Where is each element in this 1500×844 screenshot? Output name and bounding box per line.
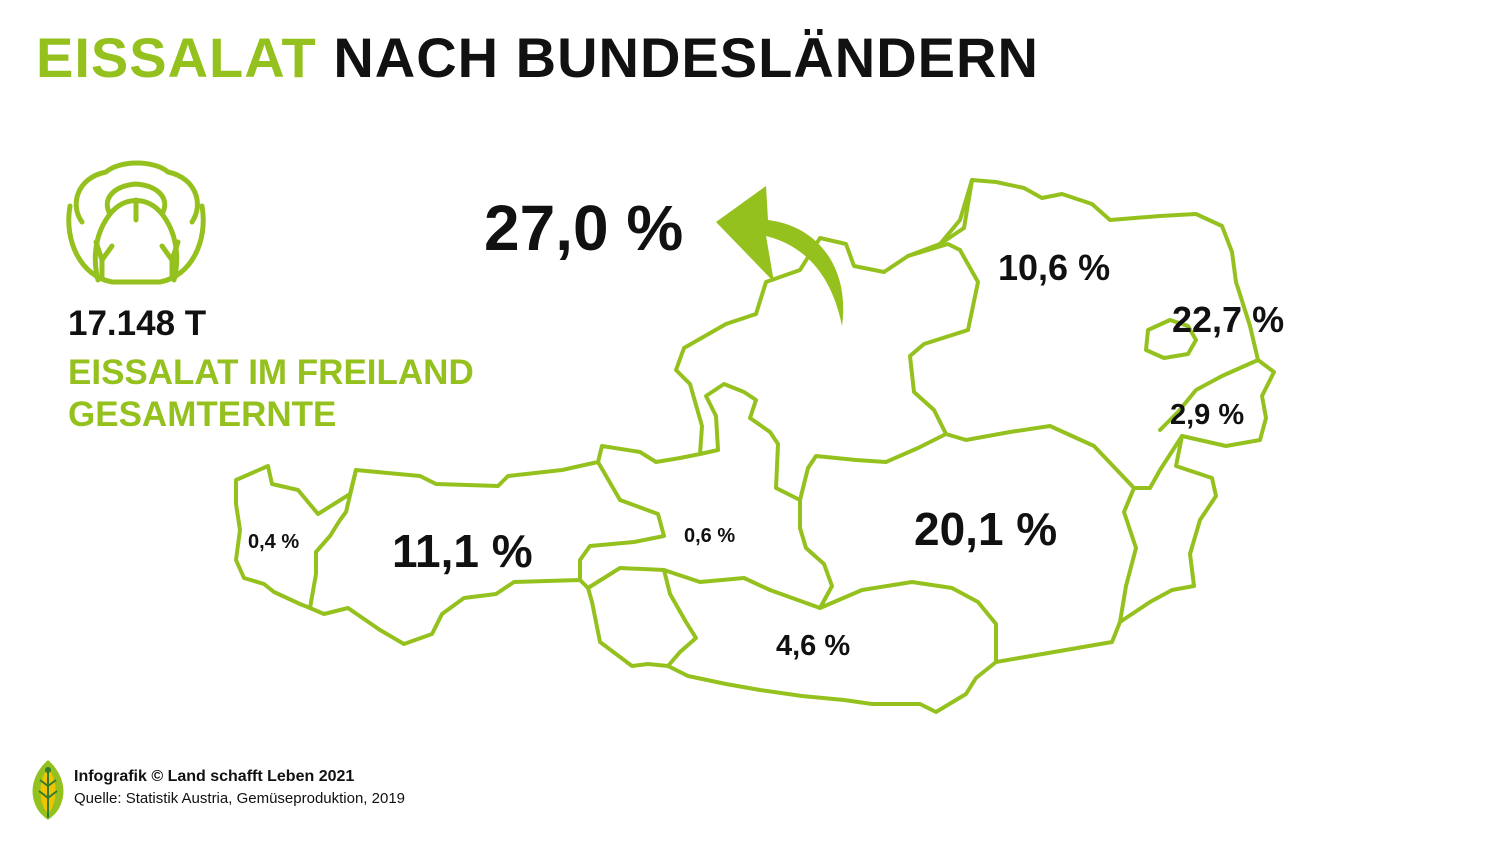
title-rest: NACH BUNDESLÄNDERN bbox=[333, 26, 1039, 89]
lettuce-icon bbox=[66, 160, 206, 285]
leaf-logo-icon bbox=[32, 760, 64, 820]
summary-line-1: EISSALAT IM FREILAND bbox=[68, 353, 474, 392]
page-title: EISSALAT NACH BUNDESLÄNDERN bbox=[36, 30, 1039, 86]
austria-outline bbox=[234, 178, 1276, 714]
percent-niederoesterreich: 10,6 % bbox=[998, 247, 1111, 288]
summary-subtitle: EISSALAT IM FREILAND GESAMTERNTE bbox=[68, 352, 474, 436]
total-tonnage: 17.148 T bbox=[68, 304, 207, 343]
percent-burgenland: 2,9 % bbox=[1170, 399, 1245, 431]
summary-line-2: GESAMTERNTE bbox=[68, 395, 337, 434]
percent-wien: 22,7 % bbox=[1172, 299, 1285, 340]
percent-vorarlberg: 0,4 % bbox=[248, 531, 300, 553]
percent-oberoesterreich: 27,0 % bbox=[484, 192, 684, 264]
percent-tirol: 11,1 % bbox=[392, 525, 533, 577]
curved-arrow-icon bbox=[716, 186, 844, 326]
footer-text: Infografik © Land schafft Leben 2021 Que… bbox=[74, 758, 405, 810]
source-text: Quelle: Statistik Austria, Gemüseprodukt… bbox=[74, 790, 406, 807]
footer: Infografik © Land schafft Leben 2021 Que… bbox=[28, 758, 405, 822]
percent-salzburg: 0,6 % bbox=[684, 525, 736, 547]
percent-kaernten: 4,6 % bbox=[776, 630, 851, 662]
credit-text: Infografik © Land schafft Leben 2021 bbox=[74, 768, 355, 785]
percent-steiermark: 20,1 % bbox=[914, 503, 1058, 555]
title-accent: EISSALAT bbox=[36, 26, 317, 89]
